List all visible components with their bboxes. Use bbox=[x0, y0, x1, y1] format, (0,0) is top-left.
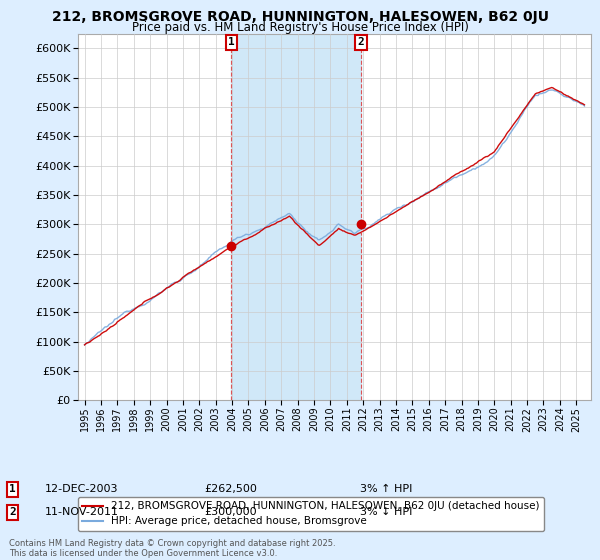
Text: 1: 1 bbox=[9, 484, 16, 494]
Text: £262,500: £262,500 bbox=[204, 484, 257, 494]
Text: 12-DEC-2003: 12-DEC-2003 bbox=[45, 484, 119, 494]
Text: 3% ↓ HPI: 3% ↓ HPI bbox=[360, 507, 412, 517]
Text: 1: 1 bbox=[228, 38, 235, 47]
Text: 212, BROMSGROVE ROAD, HUNNINGTON, HALESOWEN, B62 0JU: 212, BROMSGROVE ROAD, HUNNINGTON, HALESO… bbox=[52, 10, 548, 24]
Text: 11-NOV-2011: 11-NOV-2011 bbox=[45, 507, 119, 517]
Text: £300,000: £300,000 bbox=[204, 507, 257, 517]
Text: Contains HM Land Registry data © Crown copyright and database right 2025.
This d: Contains HM Land Registry data © Crown c… bbox=[9, 539, 335, 558]
Legend: 212, BROMSGROVE ROAD, HUNNINGTON, HALESOWEN, B62 0JU (detached house), HPI: Aver: 212, BROMSGROVE ROAD, HUNNINGTON, HALESO… bbox=[78, 497, 544, 531]
Bar bbox=[232, 34, 361, 400]
Text: Price paid vs. HM Land Registry's House Price Index (HPI): Price paid vs. HM Land Registry's House … bbox=[131, 21, 469, 34]
Text: 2: 2 bbox=[358, 38, 364, 47]
Text: 2: 2 bbox=[9, 507, 16, 517]
Text: 3% ↑ HPI: 3% ↑ HPI bbox=[360, 484, 412, 494]
